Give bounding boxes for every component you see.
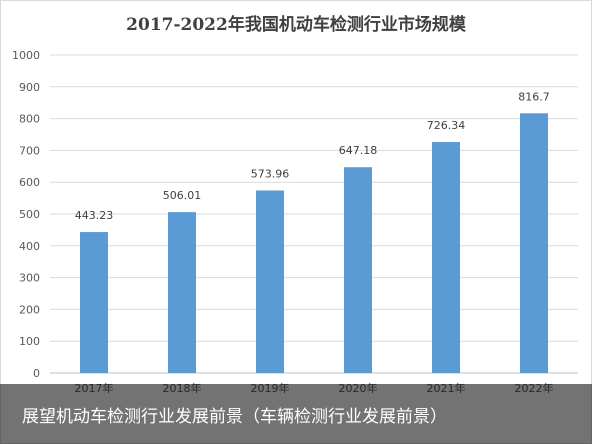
y-tick-label: 400 <box>19 240 40 253</box>
y-tick-label: 0 <box>33 367 40 380</box>
y-tick-labels: 0 100 200 300 400 500 600 700 800 900 1000 <box>12 49 40 380</box>
y-tick-label: 900 <box>19 81 40 94</box>
bars <box>80 113 548 373</box>
value-label: 443.23 <box>75 209 114 222</box>
value-label: 726.34 <box>427 119 466 132</box>
bar-2019年 <box>256 190 284 373</box>
chart-title: 2017-2022年我国机动车检测行业市场规模 <box>126 15 466 35</box>
y-tick-label: 700 <box>19 144 40 157</box>
value-label: 506.01 <box>163 189 202 202</box>
y-tick-label: 1000 <box>12 49 40 62</box>
value-label: 573.96 <box>251 167 290 180</box>
bar-2020年 <box>344 167 372 373</box>
value-label: 647.18 <box>339 144 378 157</box>
y-tick-label: 500 <box>19 208 40 221</box>
value-label: 816.7 <box>518 90 550 103</box>
y-tick-label: 200 <box>19 303 40 316</box>
bar-2018年 <box>168 212 196 373</box>
bar-2022年 <box>520 113 548 373</box>
y-tick-label: 100 <box>19 335 40 348</box>
y-tick-label: 600 <box>19 176 40 189</box>
value-labels: 443.23 506.01 573.96 647.18 726.34 816.7 <box>75 90 550 222</box>
gridlines <box>50 54 578 374</box>
y-tick-label: 800 <box>19 113 40 126</box>
bar-2017年 <box>80 232 108 373</box>
caption-overlay: 展望机动车检测行业发展前景（车辆检测行业发展前景） <box>0 384 592 444</box>
caption-text: 展望机动车检测行业发展前景（车辆检测行业发展前景） <box>22 407 447 427</box>
bar-2021年 <box>432 142 460 373</box>
y-tick-label: 300 <box>19 272 40 285</box>
